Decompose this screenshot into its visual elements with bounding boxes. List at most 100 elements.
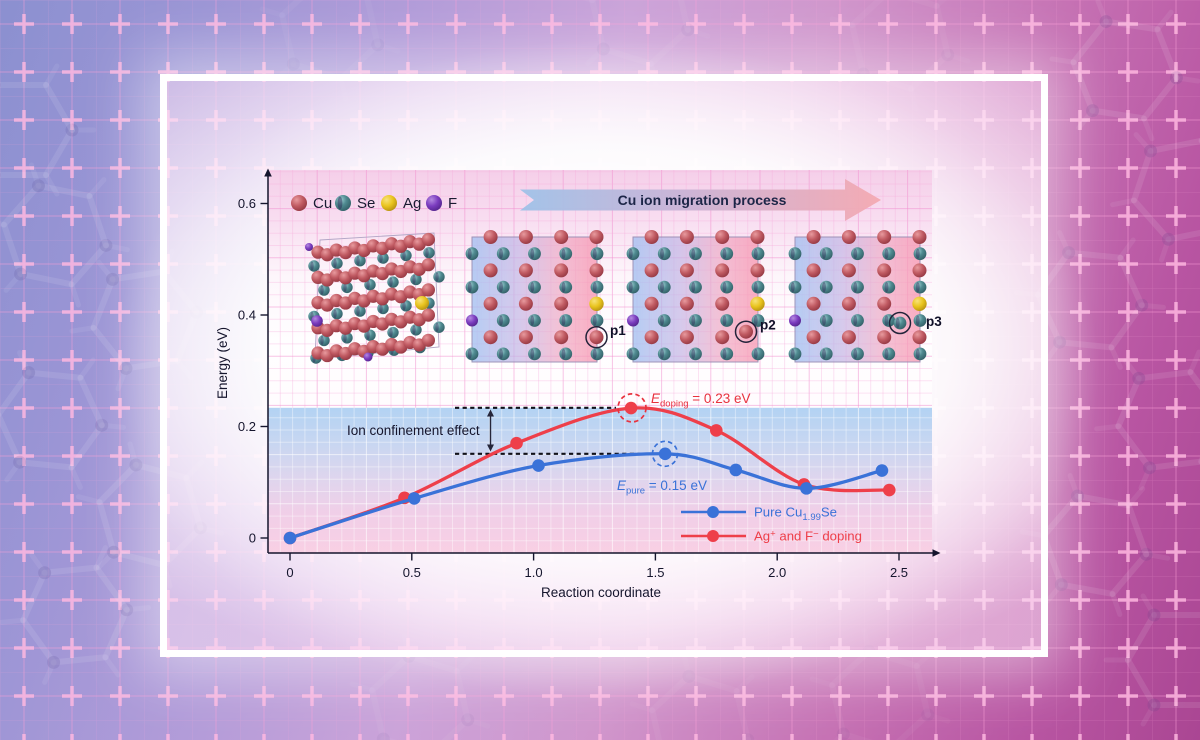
molecule-node [1139,547,1153,561]
cu-atom [518,296,533,311]
se-atom [341,281,353,294]
migration-site-circle [585,325,608,349]
molecule-bond [35,182,93,200]
molecule-bond [1147,137,1200,155]
molecule-bond-stub [1126,486,1146,508]
molecule-bond [77,374,105,429]
cu-atom [877,330,892,345]
axes: 0 0.5 1.0 1.5 2.0 2.5 0 0.2 0.4 0.6 [238,168,941,580]
x-tick-label: 1.0 [525,565,543,580]
se-atom-stripe [592,281,597,293]
pure-data-point [532,459,545,472]
molecule-bond [649,707,663,740]
se-atom-stripe [389,327,393,338]
molecule-node [1147,698,1161,712]
se-atom-stripe [592,248,597,259]
molecule-bond [1140,74,1180,122]
se-atom [720,314,734,327]
molecule-bond-stub [1187,349,1200,375]
se-atom-stripe [530,281,535,293]
molecule-bond [849,0,884,29]
molecule-bond-stub [1095,0,1109,25]
se-atom-stripe [467,281,472,293]
doping-data-point [882,483,896,497]
lattice-panel-p3: p3 [788,230,942,363]
x-tick-label: 0 [286,565,293,580]
molecule-hexagon [1103,593,1200,727]
cu-atom [644,263,659,278]
molecule-bond [1125,502,1150,558]
cu-atom [483,230,498,244]
se-atom [364,329,376,341]
y-axis-label: Energy (eV) [215,327,230,399]
f-atom [311,315,323,327]
legend-label-pure: Pure Cu1.99Se [754,505,837,524]
pure-data-point [875,464,889,477]
se-atom-stripe [915,315,920,326]
se-atom-stripe [366,330,370,340]
cu-atom [806,296,821,311]
se-atom-stripe [561,281,566,293]
se-atom [496,314,510,327]
se-atom-stripe [402,301,406,311]
confinement-effect-label: Ion confinement effect [347,423,480,438]
se-atom [318,284,330,296]
y-ticks: 0 0.2 0.4 0.6 [238,196,268,546]
molecule-hexagon [1094,349,1200,491]
molecule-bond-stub [1138,465,1153,491]
se-atom [882,247,896,261]
molecule-bond [896,711,931,740]
se-atom-stripe [884,281,889,293]
se-atom-stripe [753,348,758,360]
molecule-node [1132,371,1146,385]
se-atom [559,314,573,327]
molecule-bond [1089,107,1147,122]
se-atom [590,347,604,361]
se-atom-stripe [722,248,727,259]
se-atom-stripe [853,281,858,293]
molecule-bond [1135,369,1194,382]
se-atom-stripe [412,274,416,285]
molecule-bond [43,127,75,179]
se-atom [689,247,702,261]
se-atom-stripe [822,248,826,259]
molecule-bond-stub [1108,344,1123,370]
x-axis-arrowhead [932,549,941,557]
cu-atom [483,263,498,278]
se-atom-stripe [660,248,664,259]
se-atom-stripe [530,248,535,259]
cu-atom [715,263,730,278]
pure-data-point [729,463,743,477]
molecule-bond-stub [93,545,108,571]
molecule-bond-stub [1154,9,1174,32]
molecule-bond [25,369,84,381]
molecule-bond-stub [1133,132,1154,154]
cu-atom [421,232,435,247]
molecule-bond-stub [1110,197,1137,208]
se-atom-stripe [499,348,503,360]
se-atom-stripe [790,348,795,360]
y-tick-label: 0.4 [238,308,256,323]
f-atom [466,314,478,327]
cu-atom [421,308,435,322]
se-atom-stripe [333,258,337,268]
se-atom-stripe [333,309,337,319]
se-atom-stripe [915,248,920,259]
se-atom [590,247,604,261]
se-atom-stripe [822,281,826,293]
cu-atom [518,230,533,244]
se-atom [590,280,604,294]
molecule-node [1161,232,1175,246]
se-atom [318,334,330,347]
cu-atom [750,230,765,244]
molecule-node [1147,608,1161,622]
pure-data-point [283,531,297,545]
se-atom-stripe [822,348,826,360]
migration-site-label: p2 [760,318,776,333]
cu-atom [554,230,569,244]
migration-arrow-label: Cu ion migration process [618,192,787,208]
legend-label-doping: Ag+ and F− doping [754,529,862,544]
molecule-bond [16,459,75,471]
molecule-bond [1,182,42,228]
